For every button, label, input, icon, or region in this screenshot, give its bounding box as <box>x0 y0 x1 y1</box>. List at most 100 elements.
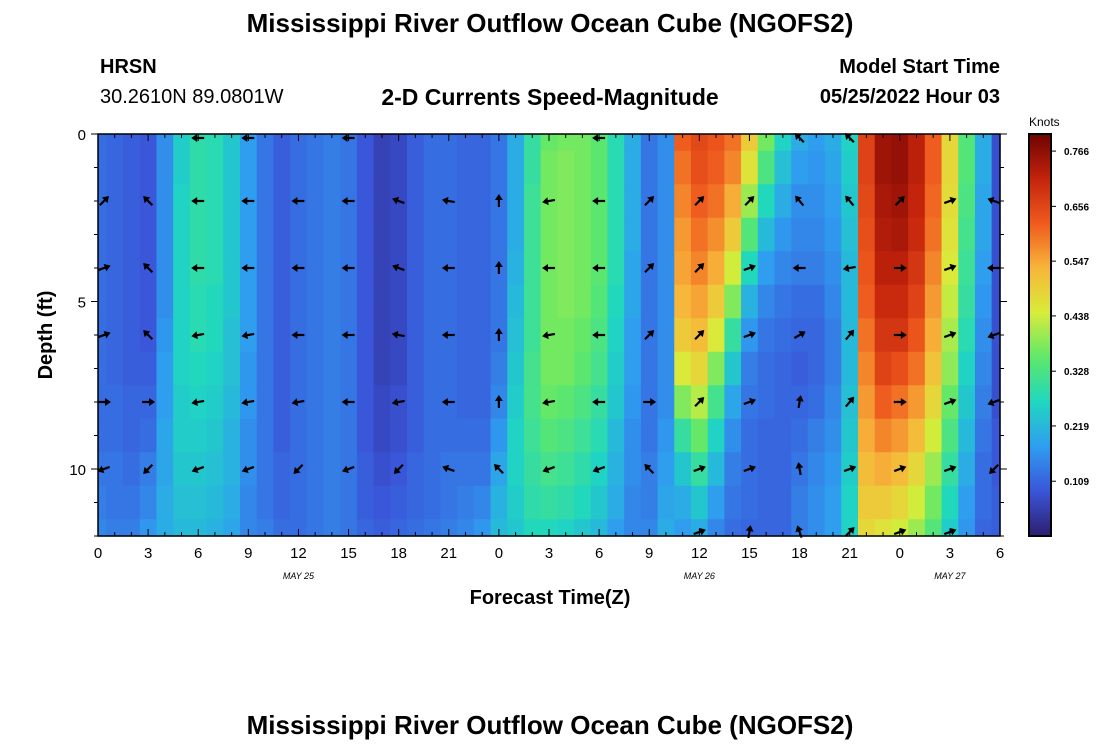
heat-cell <box>206 351 224 386</box>
heat-cell <box>507 519 525 537</box>
current-arrow <box>795 462 804 476</box>
heat-cell <box>874 418 893 453</box>
heat-cell <box>457 134 475 152</box>
heat-cell <box>707 318 725 353</box>
heat-cell <box>908 184 926 219</box>
heat-cell <box>574 134 592 152</box>
heat-cell <box>306 351 325 386</box>
heat-cell <box>290 351 308 386</box>
footer-title: Mississippi River Outflow Ocean Cube (NG… <box>246 710 854 740</box>
heat-cell <box>206 217 224 252</box>
heat-cell <box>724 217 742 252</box>
heat-cell <box>323 351 341 386</box>
heat-cell <box>306 217 325 252</box>
heat-cell <box>407 418 425 453</box>
heat-cell <box>390 485 408 520</box>
current-arrow <box>241 398 255 407</box>
y-tick-label: 5 <box>78 295 86 312</box>
heat-cell <box>724 184 742 219</box>
heat-cell <box>640 519 659 537</box>
heat-cell <box>707 418 725 453</box>
heat-cell <box>774 318 792 353</box>
heat-cell <box>757 385 776 420</box>
heat-cell <box>757 418 776 453</box>
heat-cell <box>106 318 124 353</box>
heat-cell <box>941 351 959 386</box>
heat-cell <box>757 519 776 537</box>
heat-cell <box>807 452 826 487</box>
heat-cell <box>624 134 642 152</box>
heat-cell <box>340 150 358 185</box>
heat-cell <box>974 519 993 537</box>
heat-cell <box>657 318 675 353</box>
current-arrow <box>494 194 503 207</box>
current-arrow <box>291 197 305 205</box>
heat-cell <box>574 184 592 219</box>
heat-cell <box>724 150 742 185</box>
current-speed-chart: 0 3 6 9 12 15 18 21 0 3 6 9 12 15 18 21 0 3 6 MAY 25 MAY 26 M… <box>35 115 1089 609</box>
heat-cell <box>757 134 776 152</box>
current-arrow <box>143 330 154 341</box>
heat-cell <box>106 150 124 185</box>
heat-cell <box>223 418 241 453</box>
heat-cell <box>674 284 692 319</box>
heat-cell <box>256 485 274 520</box>
heat-cell <box>490 284 508 319</box>
heat-cell <box>139 351 158 386</box>
heat-cell <box>674 134 692 152</box>
heat-cell <box>908 150 926 185</box>
heat-cell <box>590 485 609 520</box>
current-arrow <box>592 331 606 339</box>
heat-cell <box>306 485 325 520</box>
heat-cell <box>757 284 776 319</box>
heat-cell <box>390 217 408 252</box>
heat-cell <box>607 150 625 185</box>
heat-cell <box>757 217 776 252</box>
heat-cell <box>323 134 341 152</box>
heat-cell <box>891 217 909 252</box>
heat-cell <box>490 150 508 185</box>
heat-cell <box>557 217 575 252</box>
heat-cell <box>189 150 208 185</box>
heat-cell <box>423 418 442 453</box>
heat-cell <box>590 217 609 252</box>
heat-cell <box>256 134 274 152</box>
heat-cell <box>557 452 575 487</box>
heat-cell <box>473 251 492 286</box>
heat-cell <box>273 184 291 219</box>
current-arrow <box>341 398 355 406</box>
heat-cell <box>624 318 642 353</box>
heat-cell <box>874 318 893 353</box>
heat-cell <box>674 351 692 386</box>
heat-cell <box>256 217 274 252</box>
heat-cell <box>323 385 341 420</box>
heat-cell <box>924 351 943 386</box>
heat-cell <box>323 150 341 185</box>
heat-cell <box>507 318 525 353</box>
heat-cell <box>139 418 158 453</box>
current-arrow <box>693 527 706 536</box>
current-arrow <box>943 263 957 272</box>
chart-subtitle: 2-D Currents Speed-Magnitude <box>381 84 719 110</box>
heat-cell <box>373 351 391 386</box>
heat-cell <box>473 519 492 537</box>
heat-cell <box>924 485 943 520</box>
heat-cell <box>423 519 442 537</box>
heat-cell <box>974 385 993 420</box>
heat-cell <box>757 184 776 219</box>
heat-cell <box>273 318 291 353</box>
heat-cell <box>373 519 391 537</box>
heat-cell <box>958 485 976 520</box>
heat-cell <box>908 351 926 386</box>
heat-cell <box>941 418 959 453</box>
heat-cell <box>407 284 425 319</box>
heat-cell <box>306 318 325 353</box>
heat-cell <box>807 519 826 537</box>
heat-cell <box>958 385 976 420</box>
heat-cell <box>624 150 642 185</box>
heat-cell <box>306 385 325 420</box>
station-id: HRSN <box>100 56 157 78</box>
heat-cell <box>256 452 274 487</box>
current-arrow <box>191 331 205 340</box>
heat-cell <box>323 452 341 487</box>
